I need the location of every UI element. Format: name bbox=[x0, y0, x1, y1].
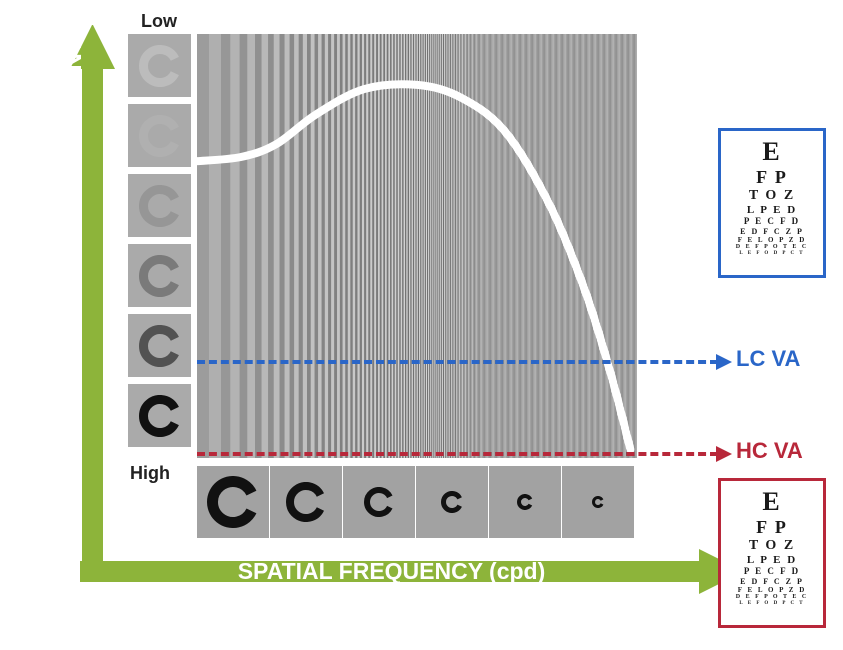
hc-va-label: HC VA bbox=[736, 438, 803, 464]
contrast-tile bbox=[128, 104, 191, 167]
contrast-tile bbox=[128, 384, 191, 447]
contrast-tile bbox=[128, 174, 191, 237]
y-axis-arrow bbox=[70, 25, 115, 575]
contrast-tile-column bbox=[128, 34, 191, 454]
csf-curve bbox=[197, 34, 637, 458]
frequency-tile bbox=[416, 466, 488, 538]
lc-va-line bbox=[197, 360, 718, 364]
frequency-tile-row bbox=[197, 466, 635, 538]
high-label: High bbox=[130, 463, 170, 484]
eye-chart-lc: EF PT O ZL P E DP E C F DE D F C Z PF E … bbox=[718, 128, 826, 278]
eye-chart-hc: EF PT O ZL P E DP E C F DE D F C Z PF E … bbox=[718, 478, 826, 628]
frequency-tile bbox=[562, 466, 634, 538]
low-label: Low bbox=[141, 11, 177, 32]
frequency-tile bbox=[343, 466, 415, 538]
frequency-tile bbox=[489, 466, 561, 538]
contrast-tile bbox=[128, 244, 191, 307]
csf-plot bbox=[197, 34, 637, 458]
x-axis-label: SPATIAL FREQUENCY (cpd) bbox=[80, 558, 703, 585]
contrast-tile bbox=[128, 34, 191, 97]
figure-container: CONTRAST SPATIAL FREQUENCY (cpd) Low Hig… bbox=[0, 0, 843, 650]
frequency-tile bbox=[197, 466, 269, 538]
hc-va-line bbox=[197, 452, 718, 456]
lc-va-label: LC VA bbox=[736, 346, 800, 372]
contrast-tile bbox=[128, 314, 191, 377]
frequency-tile bbox=[270, 466, 342, 538]
x-axis-arrow: SPATIAL FREQUENCY (cpd) bbox=[80, 549, 733, 594]
